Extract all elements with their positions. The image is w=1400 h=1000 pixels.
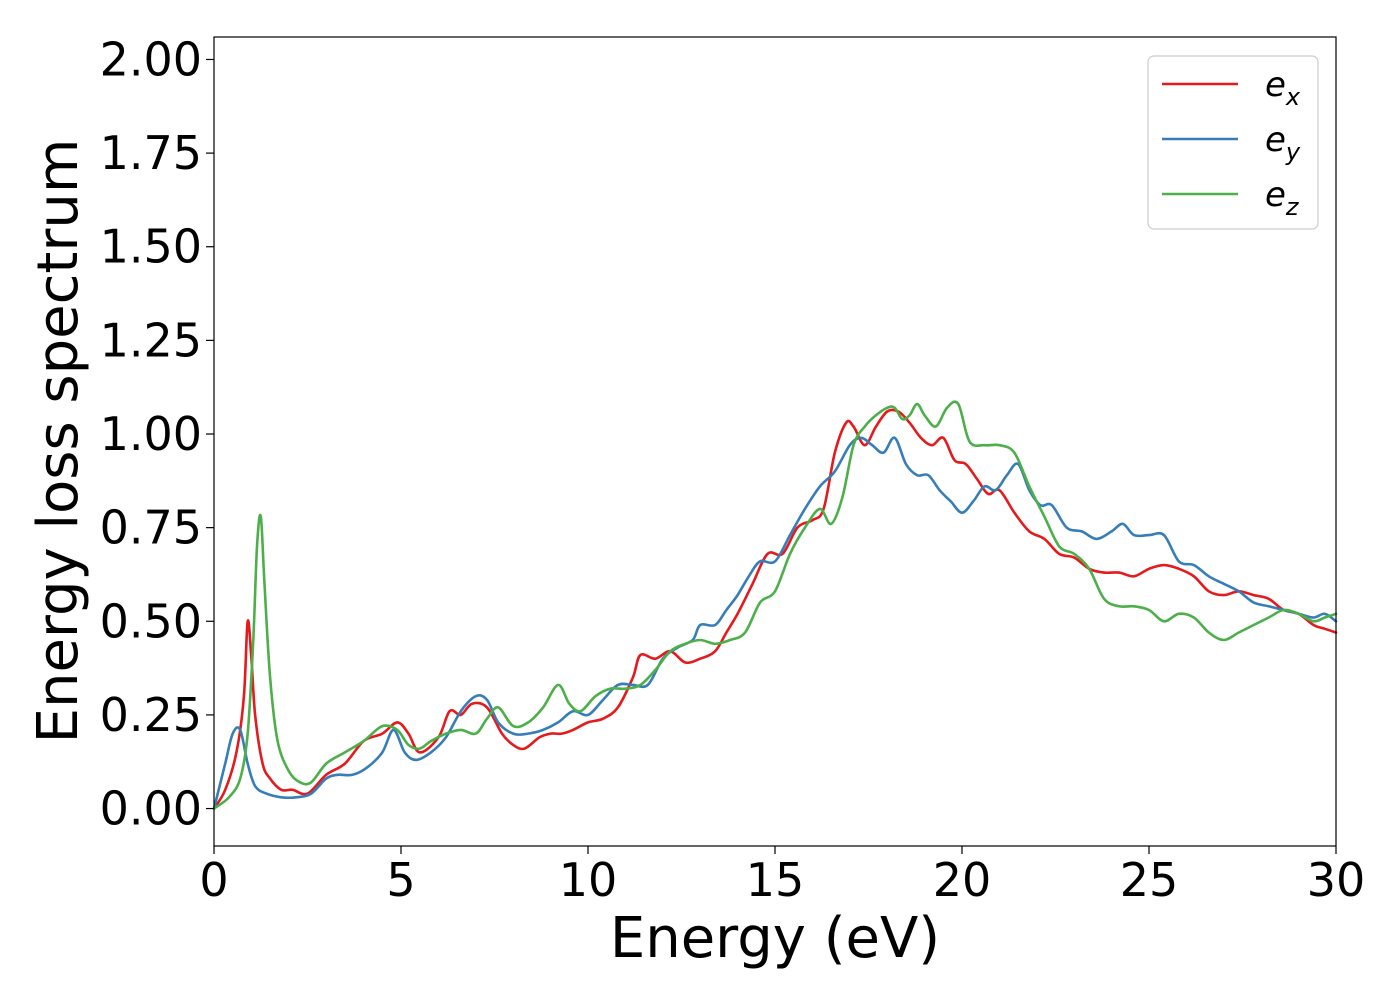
y-tick-label: 1.75 [100, 126, 202, 180]
legend-label-base: e [1265, 65, 1286, 105]
y-tick-label: 2.00 [100, 32, 202, 86]
legend-label-base: e [1265, 120, 1286, 160]
series-layer [212, 400, 1338, 810]
series-line-z [212, 400, 1338, 810]
y-tick-label: 0.25 [100, 688, 202, 742]
x-axis-title: Energy (eV) [610, 906, 940, 971]
y-tick-label: 0.00 [100, 782, 202, 836]
legend-label-y: ey [1265, 120, 1301, 166]
legend-label-subscript: z [1285, 193, 1300, 221]
x-tick-label: 25 [1120, 853, 1179, 907]
x-tick-label: 5 [386, 853, 415, 907]
x-tick-label: 30 [1307, 853, 1366, 907]
legend-box [1147, 55, 1319, 230]
y-tick-label: 0.75 [100, 501, 202, 555]
legend-label-x: ex [1265, 65, 1301, 111]
y-axis-title: Energy loss spectrum [26, 139, 91, 744]
y-tick-label: 1.00 [100, 407, 202, 461]
y-axis: 0.00 0.25 0.50 0.75 1.00 1.25 1.50 1.75 2.00 [100, 32, 214, 836]
y-tick-label: 0.50 [100, 594, 202, 648]
legend-label-base: e [1265, 175, 1286, 215]
x-tick-label: 20 [933, 853, 992, 907]
x-tick-label: 10 [559, 853, 618, 907]
x-tick-label: 15 [746, 853, 805, 907]
x-axis: 0 5 10 15 20 25 30 [199, 846, 1365, 907]
y-tick-label: 1.50 [100, 220, 202, 274]
y-tick-label: 1.25 [100, 313, 202, 367]
x-tick-label: 0 [199, 853, 228, 907]
series-line-y [212, 436, 1338, 810]
series-line-x [212, 408, 1338, 810]
legend-label-subscript: y [1285, 138, 1301, 166]
legend-label-subscript: x [1285, 83, 1301, 111]
legend-label-z: ez [1265, 175, 1300, 221]
